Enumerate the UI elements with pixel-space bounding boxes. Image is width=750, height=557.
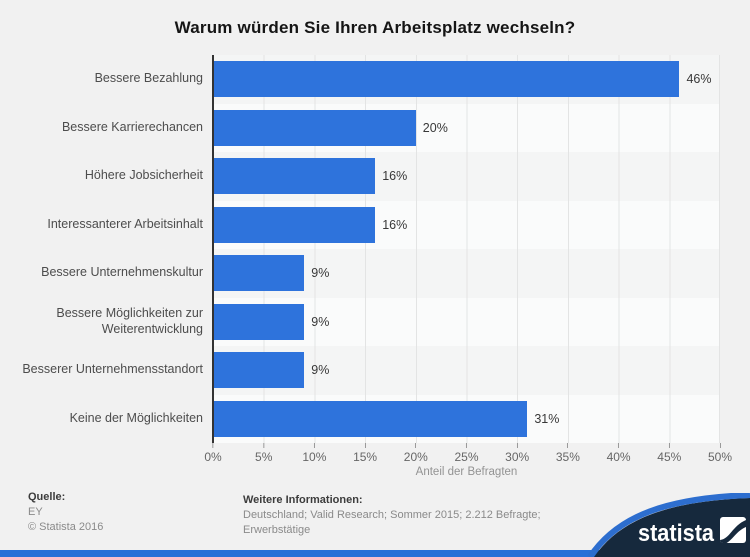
- x-tick: 15%: [353, 443, 377, 464]
- bar: [213, 158, 376, 194]
- bar-value-label: 9%: [311, 363, 330, 378]
- bar-value-label: 31%: [534, 411, 560, 426]
- tick-label: 10%: [302, 450, 327, 464]
- info-line1: Deutschland; Valid Research; Sommer 2015…: [243, 508, 541, 521]
- tick-label: 35%: [555, 450, 580, 464]
- tick-mark: [668, 443, 670, 448]
- chart-title: Warum würden Sie Ihren Arbeitsplatz wech…: [174, 18, 576, 37]
- tick-label: 30%: [505, 450, 530, 464]
- tick-label: 40%: [606, 450, 631, 464]
- category-label: Bessere Bezahlung: [94, 71, 203, 86]
- x-tick: 45%: [657, 443, 681, 464]
- bar: [213, 400, 528, 437]
- x-tick: 5%: [255, 443, 272, 464]
- tick-mark: [212, 443, 214, 448]
- bar: [213, 61, 680, 97]
- bar-value-label: 16%: [382, 217, 408, 232]
- logo-text: statista: [638, 520, 715, 547]
- info-label: Weitere Informationen:: [243, 494, 363, 506]
- tick-mark: [466, 443, 467, 448]
- bar: [213, 303, 305, 340]
- bar-value-label: 16%: [382, 169, 408, 184]
- logo-swoosh: [587, 493, 750, 557]
- logo-square-icon: [720, 517, 746, 543]
- x-axis-label: Anteil der Befragten: [415, 466, 518, 478]
- tick-mark: [567, 443, 569, 448]
- tick-label: 50%: [707, 450, 733, 464]
- tick-label: 0%: [204, 450, 222, 464]
- tick-mark: [719, 443, 721, 448]
- bar: [213, 206, 376, 243]
- tick-label: 20%: [403, 450, 428, 464]
- bottom-accent-bar: [0, 550, 750, 557]
- bar: [213, 352, 305, 388]
- tick-mark: [618, 443, 620, 448]
- category-label: Bessere Möglichkeiten zur Weiterentwickl…: [56, 306, 203, 336]
- tick-mark: [313, 443, 315, 448]
- tick-mark: [364, 443, 366, 448]
- x-tick: 20%: [404, 443, 428, 464]
- statista-logo: statista: [587, 493, 750, 557]
- category-label: Höhere Jobsicherheit: [84, 168, 203, 183]
- x-tick: 30%: [505, 443, 529, 464]
- x-tick: 0%: [204, 443, 222, 464]
- info-block: Weitere Informationen: Deutschland; Vali…: [243, 493, 541, 538]
- x-axis: 0% 5% 10% 15% 20% 25% 30% 35% 40% 45% 50%: [204, 443, 732, 469]
- category-label: Bessere Unternehmenskultur: [41, 265, 203, 280]
- category-label: Interessanterer Arbeitsinhalt: [47, 216, 203, 231]
- y-axis-line: [212, 55, 214, 443]
- tick-mark: [415, 443, 417, 448]
- source-name: EY: [28, 505, 43, 518]
- x-tick: 40%: [607, 443, 631, 464]
- logo-wave: [720, 520, 746, 543]
- tick-mark: [516, 443, 518, 448]
- bars-layer: 46% 20% 16% 16% 9% 9% 9% 31%: [0, 55, 750, 443]
- info-line2: Erwerbstätige: [243, 523, 311, 536]
- tick-mark: [263, 443, 265, 448]
- x-tick: 50%: [708, 443, 732, 464]
- bar-value-label: 9%: [311, 266, 330, 281]
- category-label: Keine der Möglichkeiten: [69, 410, 203, 425]
- x-tick: 10%: [302, 443, 326, 464]
- logo-navy-shape: [594, 498, 750, 557]
- x-tick: 35%: [556, 443, 580, 464]
- tick-label: 25%: [454, 450, 479, 464]
- tick-label: 5%: [255, 450, 273, 464]
- category-label: Bessere Karrierechancen: [61, 119, 203, 134]
- copyright: © Statista 2016: [28, 520, 104, 533]
- tick-label: 15%: [353, 450, 378, 464]
- bar-value-label: 20%: [422, 120, 448, 135]
- bar: [213, 255, 305, 291]
- bar-value-label: 9%: [311, 314, 330, 329]
- bar-value-label: 46%: [686, 72, 712, 87]
- source-label: Quelle:: [28, 491, 66, 503]
- x-tick: 25%: [454, 443, 479, 464]
- bar: [213, 109, 416, 146]
- source-block: Quelle: EY © Statista 2016: [28, 490, 103, 535]
- category-label: Besserer Unternehmensstandort: [22, 362, 203, 377]
- tick-label: 45%: [657, 450, 682, 464]
